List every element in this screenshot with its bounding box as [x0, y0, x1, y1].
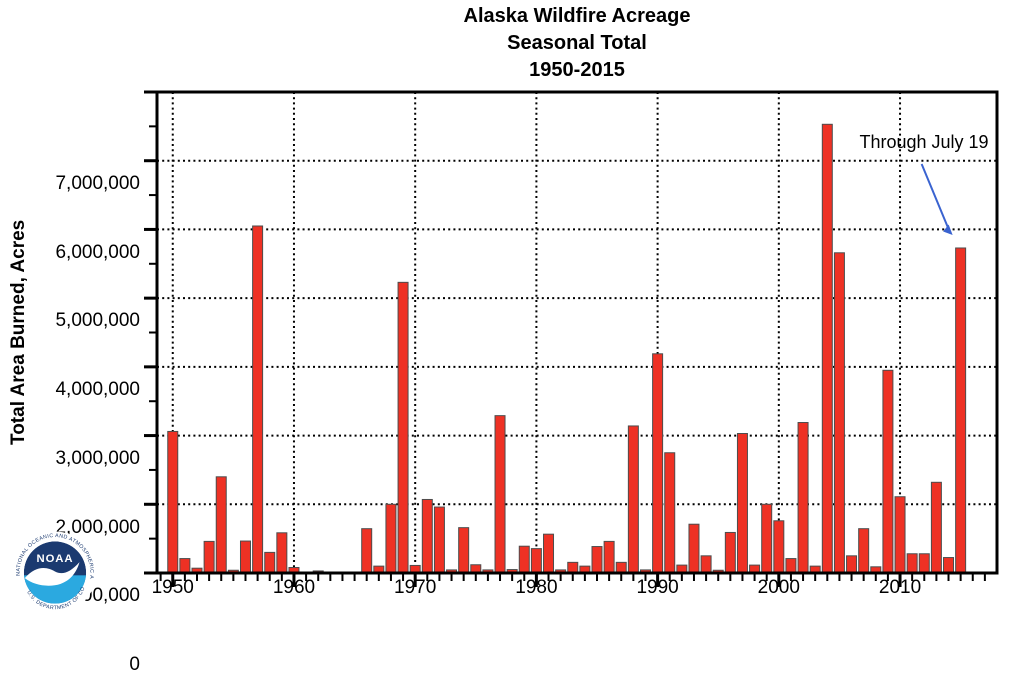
bar-2007	[858, 528, 870, 574]
bar-2010	[894, 496, 906, 574]
x-tick-label: 1990	[636, 577, 679, 598]
annotation-through-july: Through July 19	[859, 132, 989, 152]
chart-title: Alaska Wildfire Acreage Seasonal Total 1…	[157, 3, 997, 84]
noaa-logo: NOAA NATIONAL OCEANIC AND ATMOSPHERIC AD…	[11, 531, 97, 614]
bar-1996	[724, 531, 736, 574]
bar-1969	[397, 281, 409, 574]
bar-2014	[943, 557, 955, 574]
bar-1986	[603, 540, 615, 574]
bar-1971	[421, 498, 433, 574]
bar-1987	[615, 561, 627, 574]
bar-1966	[361, 528, 373, 574]
bar-1993	[688, 523, 700, 574]
bar-1953	[203, 540, 215, 574]
bar-1956	[239, 540, 251, 574]
bar-1972	[433, 506, 445, 574]
y-tick-label: 3,000,000	[55, 447, 140, 469]
annotation-arrow-line	[920, 163, 950, 229]
bar-1977	[494, 415, 506, 574]
logo-acronym: NOAA	[36, 553, 73, 565]
bar-1957	[252, 225, 264, 574]
bar-2005	[833, 252, 845, 574]
bar-1994	[700, 555, 712, 574]
bar-2015	[955, 247, 967, 574]
y-tick-label: 2,000,000	[55, 516, 140, 538]
bar-1999	[761, 503, 773, 574]
bar-2006	[846, 555, 858, 574]
bar-1974	[458, 527, 470, 574]
plot-area	[144, 90, 999, 587]
bar-1997	[736, 433, 748, 574]
bar-2004	[821, 123, 833, 574]
y-tick-label: 5,000,000	[55, 310, 140, 332]
x-tick-label: 1960	[272, 577, 316, 598]
y-axis-tick-labels: 0 1,000,000 2,000,000 3,000,000 4,000,000 5,0…	[0, 92, 140, 675]
bar-1991	[664, 452, 676, 574]
x-tick-label: 1970	[394, 577, 437, 598]
bar-1990	[652, 353, 664, 574]
bar-1950	[167, 430, 179, 574]
bar-2001	[785, 558, 797, 574]
bar-2000	[773, 520, 785, 574]
bar-2011	[906, 553, 918, 574]
bar-1988	[627, 425, 639, 574]
bar-1951	[179, 558, 191, 574]
bar-1958	[264, 551, 276, 574]
y-tick-label: 4,000,000	[55, 379, 140, 401]
x-tick-label: 1950	[151, 577, 194, 598]
y-tick-label: 6,000,000	[55, 241, 140, 263]
x-tick-label: 2010	[878, 577, 922, 598]
chart-title-line1: Alaska Wildfire Acreage	[463, 5, 691, 27]
x-tick-label: 2000	[757, 577, 800, 598]
chart-title-line3: 1950-2015	[529, 59, 625, 81]
bar-1959	[276, 532, 288, 574]
y-tick-label: 7,000,000	[55, 173, 140, 194]
x-axis-tick-labels: 1950 1960 1970 1980 1990 2000 2010	[0, 577, 1024, 603]
bar-2012	[918, 553, 930, 574]
plot-frame	[155, 90, 999, 575]
logo-gull-icon	[24, 562, 80, 586]
bar-1985	[591, 546, 603, 574]
bar-2009	[882, 369, 894, 574]
bar-1980	[530, 548, 542, 574]
bar-1983	[567, 561, 579, 574]
bar-2013	[930, 481, 942, 574]
bar-1968	[385, 503, 397, 574]
y-tick-label: 0	[129, 654, 140, 675]
chart-title-line2: Seasonal Total	[507, 32, 647, 54]
bar-1979	[518, 545, 530, 574]
bar-1981	[543, 533, 555, 574]
x-tick-label: 1980	[515, 577, 558, 598]
bar-2002	[797, 422, 809, 574]
bar-1954	[215, 476, 227, 574]
annotation-arrowhead-icon	[943, 224, 953, 235]
